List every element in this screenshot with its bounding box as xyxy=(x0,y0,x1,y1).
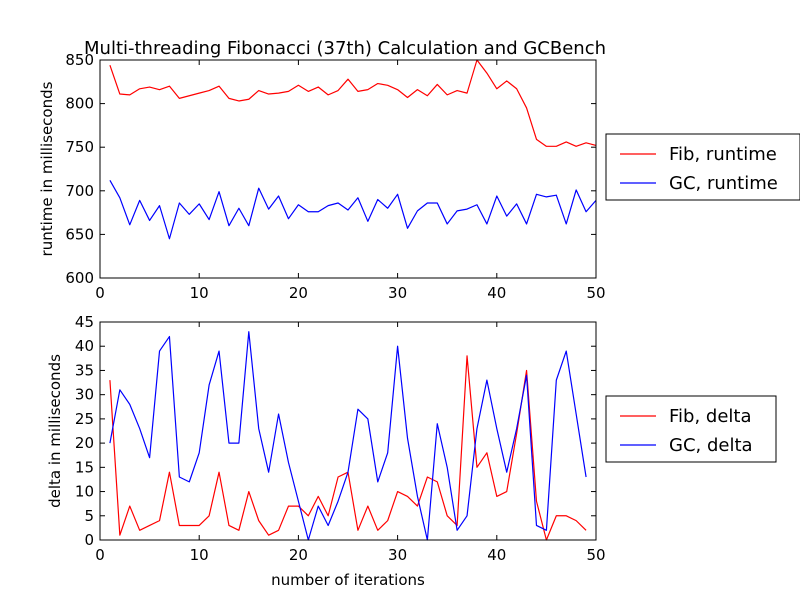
runtime-y-axis-label: runtime in milliseconds xyxy=(38,81,56,256)
runtime-y-tick-label: 650 xyxy=(65,225,94,243)
delta-y-tick-label: 35 xyxy=(75,361,94,379)
runtime-y-tick-label: 850 xyxy=(65,51,94,69)
delta-x-tick-label: 20 xyxy=(289,546,308,564)
delta-y-tick-label: 25 xyxy=(75,410,94,428)
runtime-legend-box xyxy=(605,133,800,201)
delta-y-axis-label: delta in milliseconds xyxy=(46,354,64,508)
delta-y-tick-label: 0 xyxy=(84,531,94,549)
runtime-subplot: 0 10 20 30 40 50 600 650 700 750 800 850 runtime in… xyxy=(38,51,800,302)
delta-y-tick-label: 10 xyxy=(75,483,94,501)
series-line-gc-delta xyxy=(109,331,587,541)
runtime-y-tick-label: 700 xyxy=(65,182,94,200)
delta-legend-box xyxy=(605,395,777,463)
delta-y-tick-label: 5 xyxy=(84,507,94,525)
delta-x-tick-label: 30 xyxy=(388,546,407,564)
runtime-legend: Fib, runtime GC, runtime xyxy=(605,133,800,201)
x-axis-label: number of iterations xyxy=(271,571,425,589)
delta-legend: Fib, delta GC, delta xyxy=(605,395,777,463)
runtime-x-tick-label: 50 xyxy=(586,284,605,302)
delta-y-tick-label: 45 xyxy=(75,313,94,331)
legend-label-fib-runtime: Fib, runtime xyxy=(669,144,777,165)
delta-plot-frame xyxy=(99,321,597,541)
legend-label-gc-runtime: GC, runtime xyxy=(669,173,778,194)
delta-x-tick-label: 10 xyxy=(190,546,209,564)
figure-title: Multi-threading Fibonacci (37th) Calcula… xyxy=(84,38,606,59)
delta-subplot: 0 10 20 30 40 50 0 5 10 15 20 25 30 35 40 45 delta in m… xyxy=(46,313,777,564)
delta-y-tick-label: 15 xyxy=(75,458,94,476)
runtime-x-tick-label: 0 xyxy=(95,284,105,302)
delta-x-tick-label: 40 xyxy=(487,546,506,564)
runtime-y-tick-label: 600 xyxy=(65,269,94,287)
legend-label-fib-delta: Fib, delta xyxy=(669,406,752,427)
runtime-y-tick-label: 800 xyxy=(65,95,94,113)
runtime-x-tick-label: 20 xyxy=(289,284,308,302)
runtime-x-tick-label: 10 xyxy=(190,284,209,302)
runtime-x-tick-label: 30 xyxy=(388,284,407,302)
delta-y-tick-label: 40 xyxy=(75,337,94,355)
delta-y-tick-label: 20 xyxy=(75,434,94,452)
series-line-fib-delta xyxy=(109,355,587,541)
delta-x-tick-label: 0 xyxy=(95,546,105,564)
series-line-fib-runtime xyxy=(109,59,597,147)
delta-x-tick-label: 50 xyxy=(586,546,605,564)
runtime-x-tick-label: 40 xyxy=(487,284,506,302)
series-line-gc-runtime xyxy=(109,180,597,240)
runtime-y-tick-label: 750 xyxy=(65,138,94,156)
runtime-plot-frame xyxy=(99,59,597,279)
delta-y-tick-label: 30 xyxy=(75,386,94,404)
legend-label-gc-delta: GC, delta xyxy=(669,435,753,456)
